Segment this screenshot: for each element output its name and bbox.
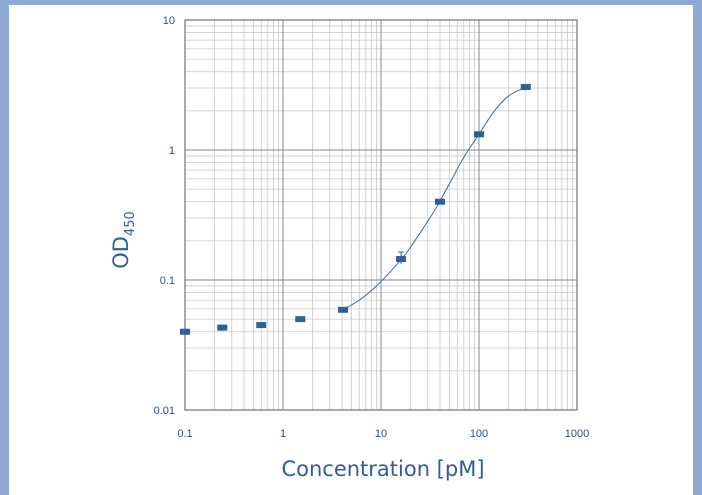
data-point (256, 322, 267, 329)
y-axis-title-sub: 450 (123, 211, 138, 236)
top-border (0, 0, 702, 5)
plot-border (184, 19, 578, 411)
x-tick-labels: 0.1 1 10 100 1000 (177, 428, 589, 440)
x-axis-title: Concentration [pM] (281, 457, 484, 481)
data-point (474, 131, 484, 138)
y-tick-label: 10 (163, 15, 175, 27)
x-tick-label: 10 (375, 428, 387, 440)
x-tick-label: 1000 (565, 428, 589, 440)
fit-curve (342, 86, 526, 311)
x-tick-label: 0.1 (177, 428, 192, 440)
x-tick-label: 1 (280, 428, 286, 440)
data-point (217, 324, 228, 331)
data-point (396, 256, 407, 263)
y-tick-label: 0.1 (160, 275, 175, 287)
y-tick-labels: 0.01 0.1 1 10 (154, 15, 175, 417)
y-tick-label: 1 (169, 145, 175, 157)
y-tick-label: 0.01 (154, 405, 175, 417)
data-point (295, 316, 306, 323)
chart-frame (9, 5, 693, 495)
x-tick-label: 100 (470, 428, 488, 440)
data-point (520, 84, 531, 91)
y-axis-title: OD450 (109, 211, 138, 269)
data-point (435, 198, 446, 205)
y-axis-title-main: OD (109, 236, 133, 269)
data-point (180, 328, 190, 335)
data-points (180, 84, 531, 335)
data-point (338, 306, 349, 313)
